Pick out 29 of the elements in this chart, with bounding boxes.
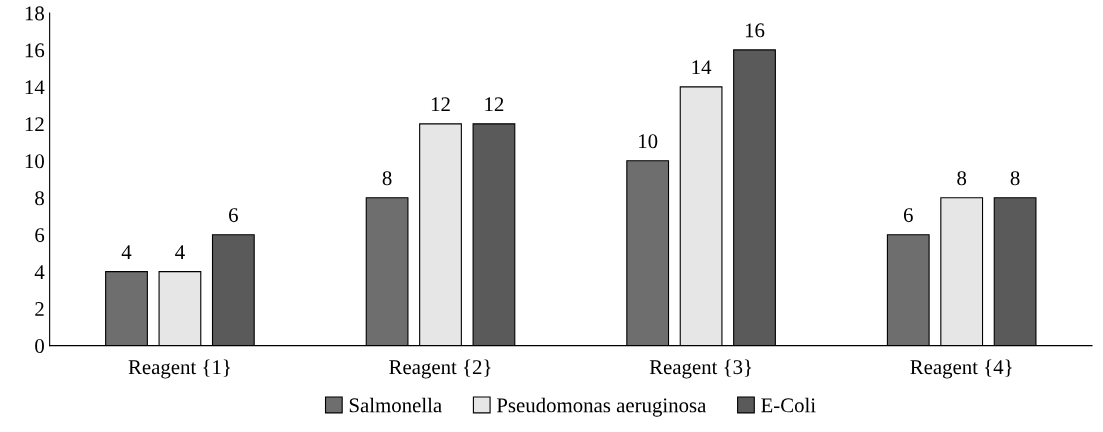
data-label: 8 [1010, 171, 1020, 186]
legend-label: Salmonella [349, 397, 442, 413]
x-tick-label: Reagent {3} [649, 359, 752, 379]
data-label: 8 [382, 171, 392, 186]
legend-label: E-Coli [761, 397, 816, 413]
data-label: 4 [121, 245, 132, 259]
x-tick-label: Reagent {4} [910, 359, 1012, 379]
data-label: 10 [639, 134, 658, 149]
x-tick-label: Reagent {1} [128, 359, 230, 379]
legend-label: Pseudomonas aeruginosa [496, 397, 707, 417]
data-label: 16 [745, 23, 765, 38]
data-label: 8 [957, 171, 967, 186]
data-label: 12 [431, 97, 450, 112]
y-tick-label: 8 [35, 191, 44, 206]
data-label: 4 [175, 245, 185, 259]
data-label: 14 [692, 60, 712, 75]
y-tick-label: 6 [35, 228, 45, 243]
y-tick-label: 18 [25, 6, 44, 21]
data-label: 12 [485, 97, 504, 112]
y-tick-label: 4 [34, 265, 45, 279]
data-label: 6 [903, 208, 913, 223]
y-tick-label: 10 [25, 154, 44, 169]
y-tick-label: 16 [25, 43, 45, 58]
x-tick-label: Reagent {2} [389, 359, 491, 379]
y-tick-label: 12 [25, 117, 44, 132]
y-tick-label: 2 [35, 302, 44, 316]
y-tick-label: 0 [35, 338, 44, 354]
data-label: 6 [229, 208, 238, 223]
y-tick-label: 14 [25, 80, 45, 95]
